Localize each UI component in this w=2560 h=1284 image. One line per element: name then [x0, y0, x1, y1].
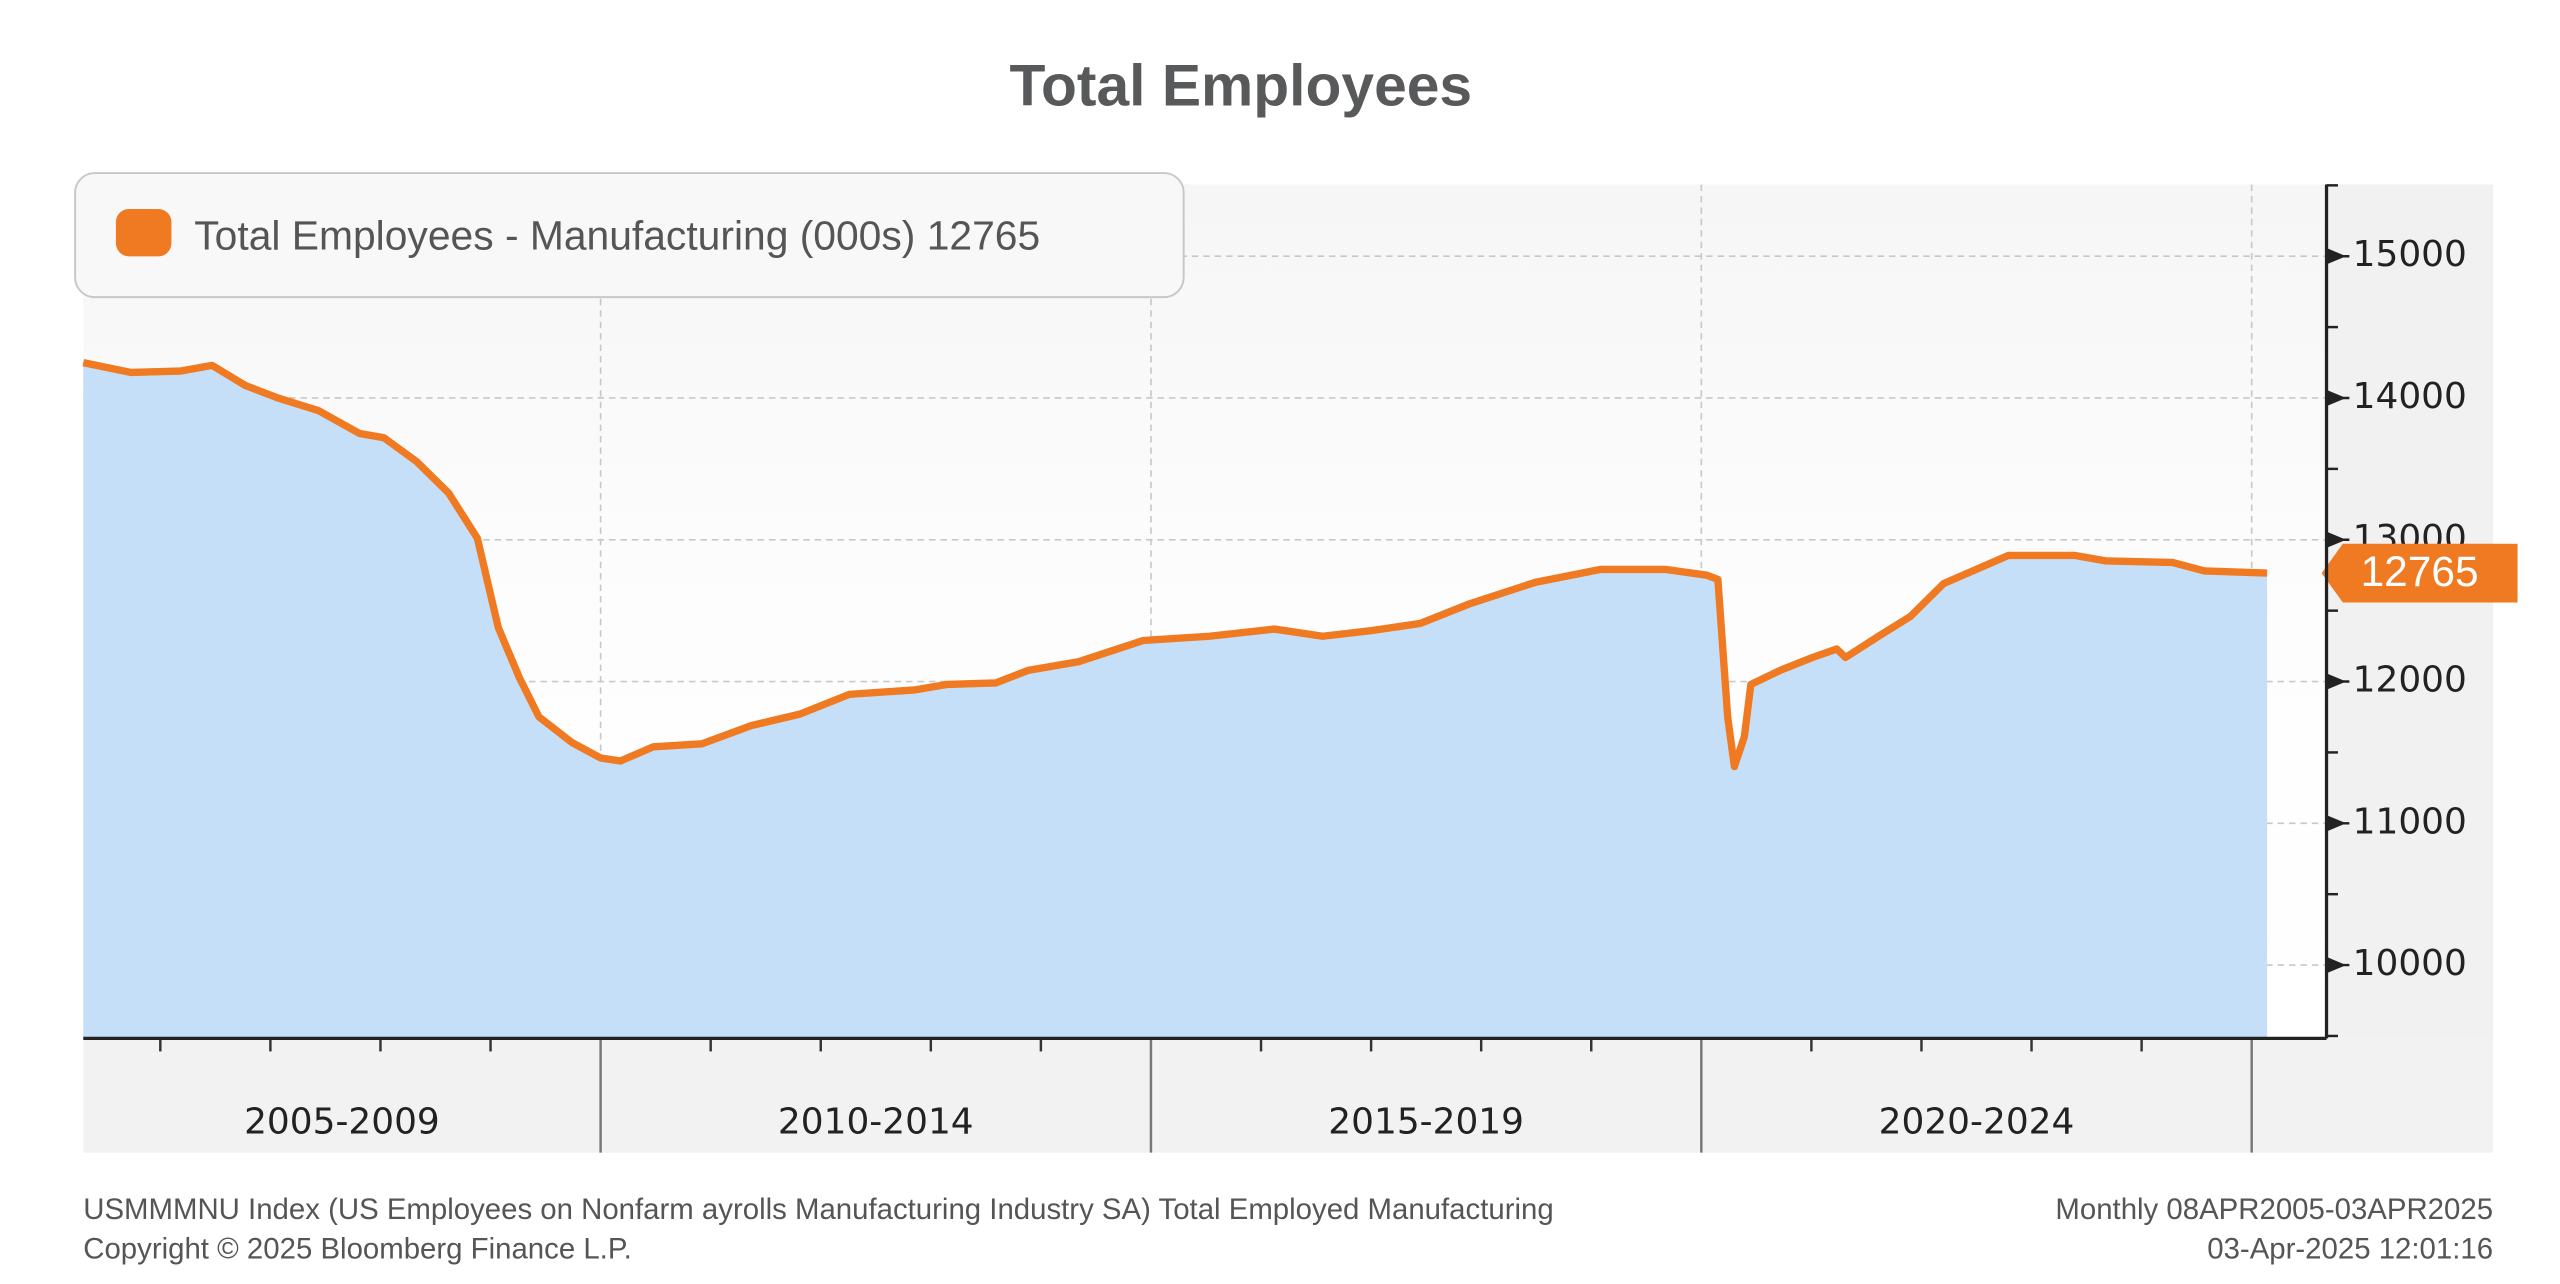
footer-source: USMMMNU Index (US Employees on Nonfarm a… — [83, 1193, 1553, 1226]
footer-timestamp: 03-Apr-2025 12:01:16 — [2207, 1232, 2493, 1265]
y-tick-arrow — [2326, 531, 2347, 548]
last-value-tag — [2321, 543, 2518, 603]
y-axis-band — [2326, 184, 2494, 1039]
last-value-label: 12765 — [2361, 548, 2479, 595]
footer-range: Monthly 08APR2005-03APR2025 — [2055, 1193, 2493, 1226]
x-period-label: 2015-2019 — [1328, 1101, 1524, 1142]
x-period-label: 2020-2024 — [1879, 1101, 2075, 1142]
line — [82, 359, 2268, 771]
y-tick-label: 12000 — [2353, 660, 2467, 701]
y-tick-label: 14000 — [2353, 376, 2467, 417]
x-period-label: 2010-2014 — [778, 1101, 974, 1142]
legend-value: 12765 — [927, 212, 1040, 258]
y-tick-arrow — [2326, 956, 2347, 974]
y-tick-arrow — [2326, 673, 2347, 690]
legend-entry: Total Employees - Manufacturing (000s) 1… — [194, 212, 1040, 258]
chart-title: Total Employees — [1009, 53, 1472, 118]
y-tick-label: 10000 — [2353, 943, 2467, 984]
footer-copyright: Copyright © 2025 Bloomberg Finance L.P. — [83, 1232, 632, 1265]
y-tick-label: 15000 — [2353, 234, 2467, 275]
legend-swatch — [115, 208, 172, 257]
y-tick-label: 11000 — [2353, 801, 2467, 842]
legend-name: Total Employees - Manufacturing (000s) — [194, 212, 915, 258]
y-tick-arrow — [2326, 248, 2347, 265]
legend-box — [74, 172, 1185, 299]
y-tick-arrow — [2326, 389, 2347, 407]
x-axis-band — [83, 1038, 2494, 1153]
x-period-label: 2005-2009 — [244, 1101, 440, 1142]
area — [83, 362, 2268, 1039]
y-tick-arrow — [2326, 815, 2347, 832]
